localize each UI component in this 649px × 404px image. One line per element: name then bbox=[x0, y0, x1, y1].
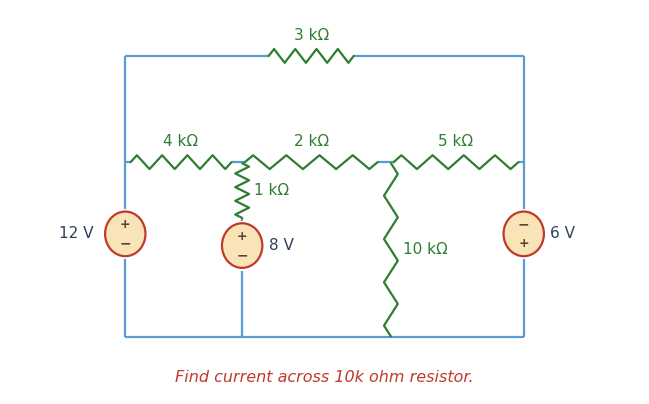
Text: +: + bbox=[237, 229, 247, 242]
Text: 6 V: 6 V bbox=[550, 226, 575, 241]
Text: Find current across 10k ohm resistor.: Find current across 10k ohm resistor. bbox=[175, 370, 474, 385]
Text: 2 kΩ: 2 kΩ bbox=[293, 134, 329, 149]
Text: 12 V: 12 V bbox=[59, 226, 93, 241]
Ellipse shape bbox=[222, 223, 262, 268]
Text: +: + bbox=[519, 237, 529, 250]
Text: −: − bbox=[236, 248, 248, 262]
Text: −: − bbox=[518, 217, 530, 231]
Text: +: + bbox=[120, 218, 130, 231]
Text: 10 kΩ: 10 kΩ bbox=[402, 242, 447, 257]
Ellipse shape bbox=[105, 212, 145, 256]
Text: 4 kΩ: 4 kΩ bbox=[164, 134, 199, 149]
Text: 8 V: 8 V bbox=[269, 238, 293, 253]
Text: 1 kΩ: 1 kΩ bbox=[254, 183, 289, 198]
Text: 5 kΩ: 5 kΩ bbox=[439, 134, 474, 149]
Ellipse shape bbox=[504, 212, 544, 256]
Text: 3 kΩ: 3 kΩ bbox=[293, 27, 329, 43]
Text: −: − bbox=[119, 236, 131, 250]
